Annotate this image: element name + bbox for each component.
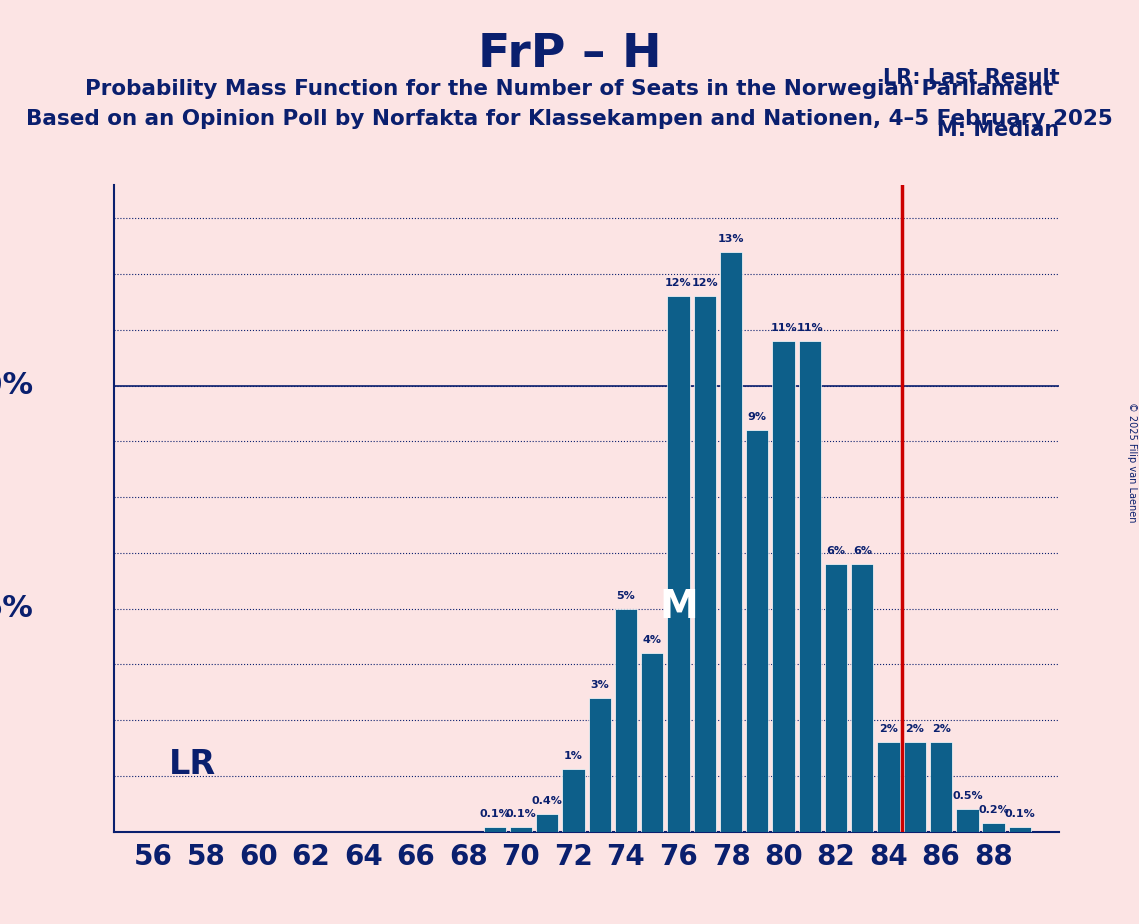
Text: 0.1%: 0.1% <box>480 809 510 819</box>
Text: 12%: 12% <box>691 278 718 288</box>
Text: 2%: 2% <box>906 724 924 735</box>
Bar <box>877 742 900 832</box>
Text: 10%: 10% <box>0 371 33 400</box>
Text: 6%: 6% <box>827 546 845 556</box>
Text: 4%: 4% <box>642 635 662 645</box>
Bar <box>851 564 874 832</box>
Bar <box>589 698 611 832</box>
Text: 0.4%: 0.4% <box>532 796 563 806</box>
Bar <box>641 653 663 832</box>
Bar <box>694 297 716 832</box>
Text: FrP – H: FrP – H <box>477 32 662 78</box>
Text: LR: Last Result: LR: Last Result <box>883 68 1059 89</box>
Bar <box>484 827 506 832</box>
Text: 12%: 12% <box>665 278 691 288</box>
Bar <box>746 431 769 832</box>
Text: 6%: 6% <box>853 546 871 556</box>
Text: 9%: 9% <box>748 412 767 422</box>
Bar <box>536 814 558 832</box>
Text: © 2025 Filip van Laenen: © 2025 Filip van Laenen <box>1126 402 1137 522</box>
Text: 0.5%: 0.5% <box>952 791 983 801</box>
Text: 5%: 5% <box>616 590 636 601</box>
Text: 2%: 2% <box>879 724 898 735</box>
Text: 3%: 3% <box>590 680 609 689</box>
Text: Based on an Opinion Poll by Norfakta for Klassekampen and Nationen, 4–5 February: Based on an Opinion Poll by Norfakta for… <box>26 109 1113 129</box>
Bar <box>825 564 847 832</box>
Bar <box>667 297 689 832</box>
Text: 11%: 11% <box>796 322 823 333</box>
Bar <box>563 769 584 832</box>
Bar <box>929 742 952 832</box>
Text: 5%: 5% <box>0 594 33 623</box>
Text: Probability Mass Function for the Number of Seats in the Norwegian Parliament: Probability Mass Function for the Number… <box>85 79 1054 99</box>
Bar <box>983 822 1005 832</box>
Text: 2%: 2% <box>932 724 951 735</box>
Text: M: Median: M: Median <box>937 120 1059 140</box>
Bar <box>772 341 795 832</box>
Text: 11%: 11% <box>770 322 797 333</box>
Text: 0.1%: 0.1% <box>1005 809 1035 819</box>
Text: 1%: 1% <box>564 751 583 761</box>
Bar <box>510 827 532 832</box>
Bar <box>1009 827 1031 832</box>
Text: 0.2%: 0.2% <box>978 805 1009 815</box>
Text: M: M <box>659 588 698 626</box>
Bar <box>720 251 743 832</box>
Bar <box>615 609 637 832</box>
Text: 0.1%: 0.1% <box>506 809 536 819</box>
Text: 13%: 13% <box>718 234 744 244</box>
Text: LR: LR <box>169 748 216 781</box>
Bar <box>798 341 821 832</box>
Bar <box>957 809 978 832</box>
Bar <box>903 742 926 832</box>
